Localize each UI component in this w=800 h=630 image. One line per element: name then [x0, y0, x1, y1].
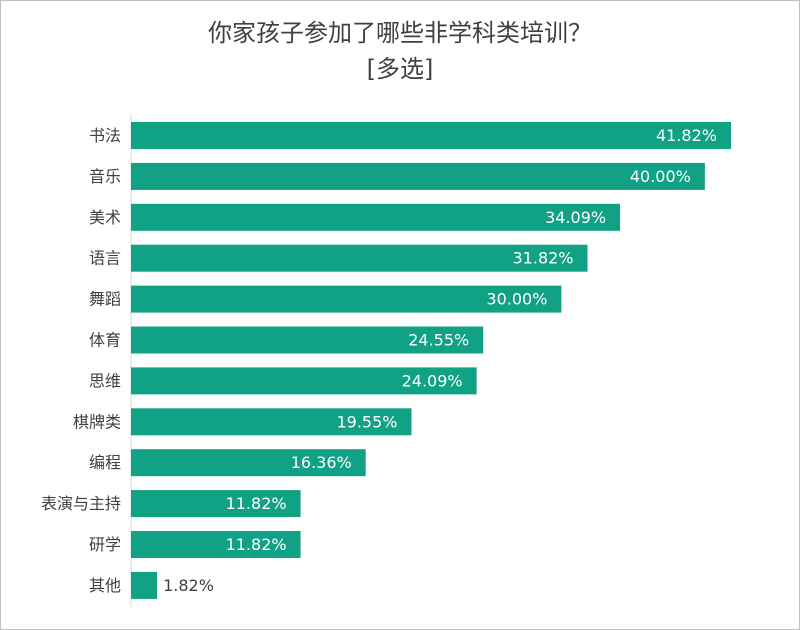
category-label: 美术: [89, 208, 121, 227]
data-label: 41.82%: [656, 126, 717, 145]
data-label: 19.55%: [336, 412, 397, 431]
category-label: 编程: [89, 453, 121, 472]
bar: [131, 122, 731, 149]
chart-title: 你家孩子参加了哪些非学科类培训？: [208, 19, 592, 47]
bar: [131, 408, 412, 436]
bar: [131, 490, 301, 518]
chart-subtitle: [多选]: [366, 55, 434, 83]
category-label: 书法: [89, 126, 121, 145]
category-label: 思维: [89, 371, 121, 390]
category-label: 舞蹈: [89, 290, 121, 309]
category-label: 音乐: [89, 167, 121, 186]
data-label: 30.00%: [486, 290, 547, 309]
data-label: 24.09%: [402, 371, 463, 390]
bar: [131, 285, 562, 313]
category-label: 体育: [89, 331, 121, 350]
bar: [131, 449, 366, 477]
category-label: 表演与主持: [41, 494, 121, 513]
bar: [131, 203, 621, 231]
data-label: 24.55%: [408, 331, 469, 350]
data-label: 11.82%: [226, 535, 287, 554]
bar: [131, 531, 301, 558]
category-label: 其他: [89, 576, 121, 595]
data-label: 40.00%: [630, 167, 691, 186]
category-label: 研学: [89, 535, 121, 554]
bar: [131, 162, 705, 190]
bar: [131, 571, 158, 599]
chart-title-block: 你家孩子参加了哪些非学科类培训？ [多选]: [1, 15, 799, 87]
data-label: 11.82%: [226, 494, 287, 513]
category-label: 棋牌类: [73, 412, 121, 431]
category-label: 语言: [89, 249, 121, 268]
bar: [131, 326, 484, 354]
data-label: 16.36%: [291, 453, 352, 472]
data-label: 31.82%: [513, 249, 574, 268]
bar: [131, 244, 588, 272]
bar: [131, 367, 477, 395]
data-label: 1.82%: [163, 576, 214, 595]
data-label: 34.09%: [545, 208, 606, 227]
